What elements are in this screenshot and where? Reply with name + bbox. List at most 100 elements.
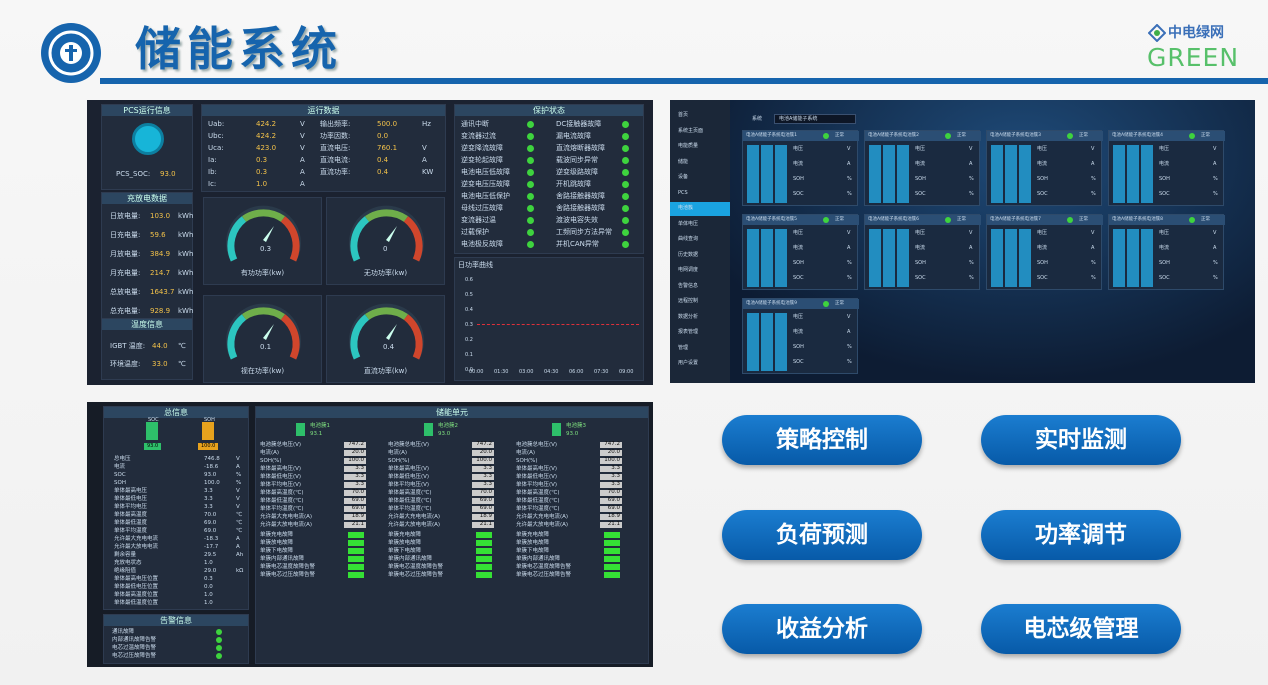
status-dot bbox=[1067, 217, 1073, 223]
cell-grid bbox=[1113, 145, 1153, 203]
menu-item[interactable]: 用户设置 bbox=[670, 357, 730, 371]
run-cell: V bbox=[422, 144, 427, 152]
total-cell: -17.7 bbox=[204, 544, 219, 550]
total-info: 总信息 SOC SOH 93.0 100.0 总电压 746.8 V 电流 -18.6 A SOC 93… bbox=[103, 406, 249, 610]
cluster-card: 电池A储能子系统电池簇4 正常 电压 V 电流 A SOH% SOC% bbox=[1108, 130, 1225, 206]
menu-item[interactable]: 首页 bbox=[670, 109, 730, 123]
cluster-soc: 93.1 bbox=[310, 431, 323, 437]
filter-select[interactable]: 电池A储能子系统 bbox=[774, 114, 856, 124]
status-dot bbox=[527, 157, 534, 164]
card-header bbox=[743, 131, 859, 141]
row-value: 21.1 bbox=[600, 521, 622, 528]
menu-item[interactable]: 电池簇 bbox=[670, 202, 730, 216]
field-unit: A bbox=[1091, 161, 1095, 167]
energy-cell: 月充电量: bbox=[110, 269, 141, 277]
run-cell: 423.0 bbox=[256, 144, 277, 152]
row-value: 100.0 bbox=[344, 457, 366, 464]
feature-button[interactable]: 电芯级管理 bbox=[981, 604, 1181, 654]
status-bar bbox=[348, 548, 364, 554]
card-status: 正常 bbox=[835, 133, 844, 138]
field-unit: V bbox=[847, 146, 851, 152]
row-value: 21.1 bbox=[344, 521, 366, 528]
menu-item[interactable]: PCS bbox=[670, 187, 730, 201]
row-value: 100.0 bbox=[600, 457, 622, 464]
menu-text: 系统主页面 bbox=[678, 127, 704, 134]
menu-item[interactable]: 单体电压 bbox=[670, 218, 730, 232]
feature-button[interactable]: 策略控制 bbox=[722, 415, 922, 465]
row-label: 电流(A) bbox=[516, 450, 536, 456]
field-unit: % bbox=[847, 359, 852, 365]
feature-button[interactable]: 负荷预测 bbox=[722, 509, 922, 560]
status-dot bbox=[527, 169, 534, 176]
cell-grid bbox=[747, 313, 787, 371]
field-unit: V bbox=[1213, 146, 1217, 152]
row-label: 单体平均温度(℃) bbox=[388, 506, 432, 512]
total-cell: 3.3 bbox=[204, 496, 213, 502]
menu-item[interactable]: 远程控制 bbox=[670, 295, 730, 309]
field-unit: A bbox=[969, 161, 973, 167]
card-title: 电池A储能子系统电池簇4 bbox=[1112, 133, 1163, 138]
status-bar bbox=[348, 556, 364, 562]
run-cell: 0.4 bbox=[377, 168, 389, 176]
cluster-card: 电池A储能子系统电池簇6 正常 电压 V 电流 A SOH% SOC% bbox=[864, 214, 981, 290]
status-label: 单簇电芯温度故障告警 bbox=[388, 564, 444, 570]
card-title: 电池A储能子系统电池簇9 bbox=[746, 301, 797, 306]
protect-state: 保护状态 通讯中断 DC接触器故障 变流器过流 漏电流故障 逆变降流故障 直流熔断器故障 逆变… bbox=[454, 104, 644, 254]
row-label: 单体最低温度(℃) bbox=[260, 498, 304, 504]
feature-button[interactable]: 功率调节 bbox=[981, 509, 1181, 560]
row-label: 单体最高温度(℃) bbox=[388, 490, 432, 496]
field-unit: % bbox=[1213, 275, 1218, 281]
row-label: 允许最大充电电流(A) bbox=[388, 514, 441, 520]
menu-item[interactable]: 电能质量 bbox=[670, 140, 730, 154]
menu-item[interactable]: 设备 bbox=[670, 171, 730, 185]
menu-text: 报表管理 bbox=[678, 329, 699, 335]
cell-grid bbox=[991, 229, 1031, 287]
soh-bar bbox=[202, 422, 214, 440]
cell-grid bbox=[747, 229, 787, 287]
row-value: 20.0 bbox=[600, 449, 622, 456]
run-cell: A bbox=[300, 168, 305, 176]
menu-item[interactable]: 电网调度 bbox=[670, 264, 730, 278]
energy-cell: kWh bbox=[178, 231, 194, 239]
menu-item[interactable]: 报表管理 bbox=[670, 326, 730, 340]
cluster-name: 电池簇3 bbox=[566, 423, 586, 429]
total-cell: % bbox=[236, 472, 242, 478]
card-header bbox=[1109, 131, 1225, 141]
total-cell: 单体最低温度 bbox=[114, 520, 148, 526]
field-unit: A bbox=[847, 245, 851, 251]
total-cell: 93.0 bbox=[204, 472, 217, 478]
menu-item[interactable]: 告警信息 bbox=[670, 280, 730, 294]
total-cell: 剩余容量 bbox=[114, 552, 137, 558]
curve-ytick: 0.3 bbox=[465, 322, 473, 328]
row-value: 100.0 bbox=[472, 457, 494, 464]
feature-button[interactable]: 实时监测 bbox=[981, 415, 1181, 465]
run-cell: Hz bbox=[422, 120, 431, 128]
total-cell: 1.0 bbox=[204, 560, 213, 566]
field-label: SOC bbox=[1037, 191, 1048, 197]
total-cell: 1.0 bbox=[204, 600, 213, 606]
field-unit: A bbox=[1213, 161, 1217, 167]
menu-item[interactable]: 数据分析 bbox=[670, 311, 730, 325]
cluster-card: 电池A储能子系统电池簇1 正常 电压 V 电流 A SOH% SOC% bbox=[742, 130, 859, 206]
status-dot bbox=[527, 217, 534, 224]
menu-item[interactable]: 系统主页面 bbox=[670, 125, 730, 139]
menu-item[interactable]: 历史数据 bbox=[670, 249, 730, 263]
feature-button[interactable]: 收益分析 bbox=[722, 604, 922, 654]
menu-item[interactable]: 管理 bbox=[670, 342, 730, 356]
protect-item: 直流熔断器故障 bbox=[556, 144, 605, 152]
cluster-card: 电池A储能子系统电池簇7 正常 电压 V 电流 A SOH% SOC% bbox=[986, 214, 1103, 290]
protect-item: 渡波电容失效 bbox=[556, 216, 598, 224]
soc-value: 93.0 bbox=[160, 170, 176, 178]
status-dot bbox=[527, 205, 534, 212]
menu-item[interactable]: 储能 bbox=[670, 156, 730, 170]
field-label: SOH bbox=[915, 260, 926, 266]
menu-item[interactable]: 曲线查询 bbox=[670, 233, 730, 247]
status-label: 单簇放电故障 bbox=[516, 540, 550, 546]
field-label: SOH bbox=[1159, 260, 1170, 266]
total-cell: 总电压 bbox=[114, 456, 131, 462]
cluster-soc: 93.0 bbox=[566, 431, 579, 437]
protect-item: 逆变轮起故障 bbox=[461, 156, 503, 164]
run-data: 运行数据 Uab: 424.2 V 输出频率: 500.0 Hz Ubc: 424.2 V 功率因数… bbox=[201, 104, 446, 192]
status-dot bbox=[527, 145, 534, 152]
temp-info: 温度信息 IGBT 温度: 44.0 ℃ 环境温度: 33.0 ℃ bbox=[101, 318, 193, 380]
